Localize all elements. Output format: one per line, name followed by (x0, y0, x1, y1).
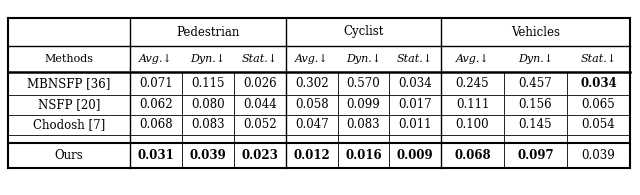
Text: 0.011: 0.011 (399, 119, 432, 131)
Text: Avg.↓: Avg.↓ (139, 54, 173, 64)
Text: 0.068: 0.068 (454, 149, 491, 162)
Text: 0.245: 0.245 (456, 77, 490, 90)
Text: 0.044: 0.044 (243, 98, 277, 112)
Text: Cyclist: Cyclist (343, 26, 384, 38)
Text: Vehicles: Vehicles (511, 26, 560, 38)
Text: 0.052: 0.052 (243, 119, 277, 131)
Text: 0.058: 0.058 (295, 98, 329, 112)
Text: Avg.↓: Avg.↓ (456, 54, 490, 64)
Text: 0.034: 0.034 (580, 77, 617, 90)
Text: 0.062: 0.062 (139, 98, 173, 112)
Text: Dyn.↓: Dyn.↓ (191, 54, 225, 64)
Text: 0.302: 0.302 (295, 77, 329, 90)
Text: 0.047: 0.047 (295, 119, 329, 131)
Text: NSFP [20]: NSFP [20] (38, 98, 100, 112)
Text: 0.026: 0.026 (243, 77, 277, 90)
Text: 0.039: 0.039 (582, 149, 616, 162)
Text: Ours: Ours (54, 149, 83, 162)
Text: 0.570: 0.570 (347, 77, 380, 90)
Text: Pedestrian: Pedestrian (176, 26, 240, 38)
Text: 0.023: 0.023 (241, 149, 278, 162)
Text: 0.017: 0.017 (398, 98, 432, 112)
Text: 0.097: 0.097 (517, 149, 554, 162)
Text: Dyn.↓: Dyn.↓ (518, 54, 553, 64)
Text: 0.083: 0.083 (191, 119, 225, 131)
Text: 0.457: 0.457 (518, 77, 552, 90)
Text: 0.012: 0.012 (294, 149, 330, 162)
Text: 0.100: 0.100 (456, 119, 490, 131)
Text: 0.115: 0.115 (191, 77, 225, 90)
Text: 0.065: 0.065 (582, 98, 616, 112)
Text: 0.016: 0.016 (345, 149, 382, 162)
Text: 0.054: 0.054 (582, 119, 616, 131)
Text: 0.071: 0.071 (139, 77, 173, 90)
Text: 0.034: 0.034 (398, 77, 432, 90)
Text: 0.099: 0.099 (347, 98, 380, 112)
Text: Chodosh [7]: Chodosh [7] (33, 119, 105, 131)
Text: Stat.↓: Stat.↓ (397, 54, 433, 64)
Text: 0.156: 0.156 (518, 98, 552, 112)
Text: 0.031: 0.031 (138, 149, 174, 162)
Text: Stat.↓: Stat.↓ (242, 54, 278, 64)
Text: Methods: Methods (45, 54, 93, 64)
Text: Dyn.↓: Dyn.↓ (346, 54, 381, 64)
Text: 0.145: 0.145 (518, 119, 552, 131)
Text: 0.039: 0.039 (189, 149, 227, 162)
Text: 0.068: 0.068 (139, 119, 173, 131)
Text: Avg.↓: Avg.↓ (295, 54, 329, 64)
Text: Stat.↓: Stat.↓ (580, 54, 616, 64)
Text: 0.080: 0.080 (191, 98, 225, 112)
Text: MBNSFP [36]: MBNSFP [36] (28, 77, 111, 90)
Text: 0.111: 0.111 (456, 98, 489, 112)
Text: 0.083: 0.083 (347, 119, 380, 131)
Text: 0.009: 0.009 (397, 149, 433, 162)
